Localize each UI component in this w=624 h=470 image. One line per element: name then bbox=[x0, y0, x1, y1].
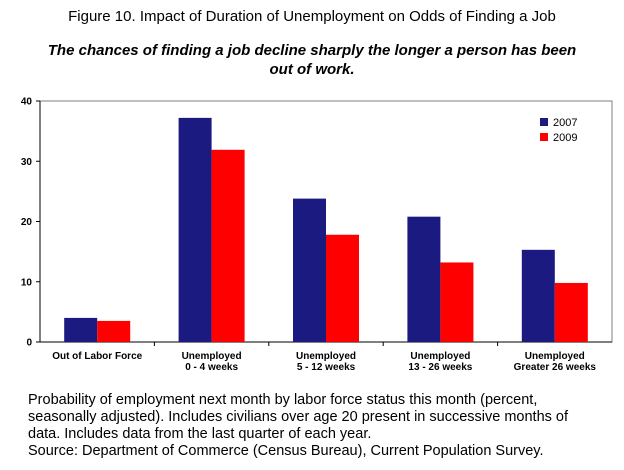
bar-2007 bbox=[64, 317, 98, 342]
legend-label-2007: 2007 bbox=[553, 117, 577, 129]
bar-2007 bbox=[521, 249, 555, 342]
bar-2009 bbox=[326, 234, 359, 342]
bar-2009 bbox=[440, 262, 474, 342]
bar-2007 bbox=[178, 117, 212, 343]
caption-line: seasonally adjusted). Includes civilians… bbox=[28, 409, 569, 425]
legend-swatch-2007 bbox=[540, 118, 548, 126]
y-tick-label: 30 bbox=[21, 157, 33, 168]
x-tick-label: 13 - 26 weeks bbox=[408, 362, 472, 373]
bar-2007 bbox=[293, 198, 326, 342]
chart-subtitle: The chances of finding a job decline sha… bbox=[47, 42, 577, 78]
x-tick-label: 0 - 4 weeks bbox=[185, 362, 238, 373]
y-tick-label: 0 bbox=[26, 338, 32, 349]
y-tick-label: 40 bbox=[21, 97, 33, 108]
caption-line: data. Includes data from the last quarte… bbox=[28, 426, 372, 442]
bar-2007 bbox=[407, 216, 441, 342]
legend-swatch-2009 bbox=[540, 133, 548, 141]
y-tick-label: 20 bbox=[21, 217, 33, 228]
bar-2009 bbox=[97, 320, 131, 342]
x-tick-label: Unemployed bbox=[410, 351, 470, 362]
bar-2009 bbox=[211, 149, 245, 342]
x-tick-label: Unemployed bbox=[525, 351, 585, 362]
bar-2009 bbox=[554, 282, 588, 342]
y-tick-label: 10 bbox=[21, 277, 33, 288]
chart-caption: Probability of employment next month by … bbox=[28, 392, 608, 460]
legend-label-2009: 2009 bbox=[553, 132, 577, 144]
figure-title: Figure 10. Impact of Duration of Unemplo… bbox=[68, 8, 556, 25]
x-tick-label: Unemployed bbox=[296, 351, 356, 362]
caption-line: Source: Department of Commerce (Census B… bbox=[28, 443, 544, 459]
x-tick-label: Out of Labor Force bbox=[52, 351, 142, 362]
caption-line: Probability of employment next month by … bbox=[28, 392, 538, 408]
x-tick-label: Unemployed bbox=[182, 351, 242, 362]
x-tick-label: 5 - 12 weeks bbox=[297, 362, 356, 373]
x-tick-label: Greater 26 weeks bbox=[514, 362, 597, 373]
